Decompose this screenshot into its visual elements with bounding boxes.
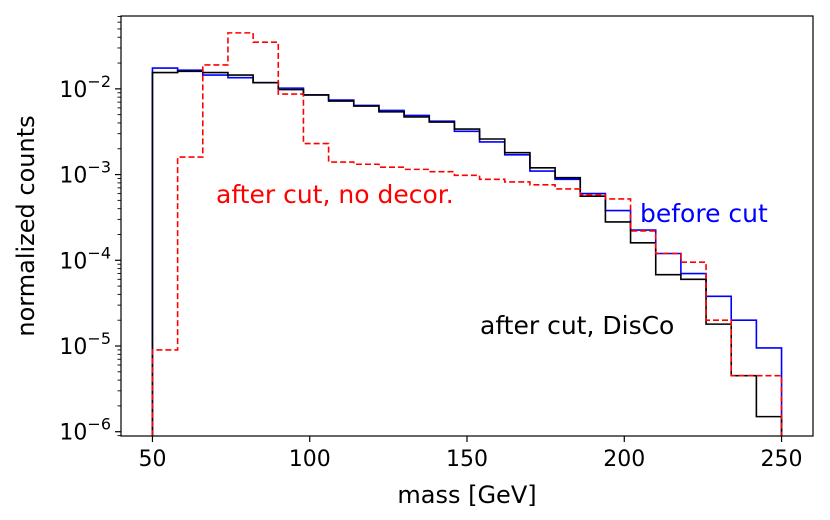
series-after-cut-disco — [151, 70, 783, 436]
series-layer — [151, 32, 783, 436]
y-tick-label: 10−6 — [59, 415, 111, 446]
series-before-cut — [151, 67, 783, 436]
x-tick-label: 250 — [761, 447, 803, 472]
x-tick-label: 100 — [289, 447, 331, 472]
y-tick-label: 10−5 — [59, 329, 111, 360]
y-tick-label: 10−4 — [59, 243, 111, 274]
y-tick-label: 10−2 — [59, 72, 111, 103]
annotation-after-cut-no-decor: after cut, no decor. — [216, 180, 454, 209]
series-after-cut-no-decor — [151, 32, 783, 436]
x-axis-label: mass [GeV] — [397, 481, 536, 509]
x-tick-label: 50 — [138, 447, 166, 472]
annotation-after-cut-disco: after cut, DisCo — [480, 311, 674, 340]
y-tick-label: 10−3 — [59, 158, 111, 189]
x-tick-label: 150 — [446, 447, 488, 472]
y-axis-label: normalized counts — [12, 115, 40, 336]
x-tick-label: 200 — [603, 447, 645, 472]
ticks-layer: 50 100 150 200 250 10−2 10−3 10−4 10−5 10−6 — [59, 15, 803, 472]
annotation-before-cut: before cut — [640, 199, 768, 228]
